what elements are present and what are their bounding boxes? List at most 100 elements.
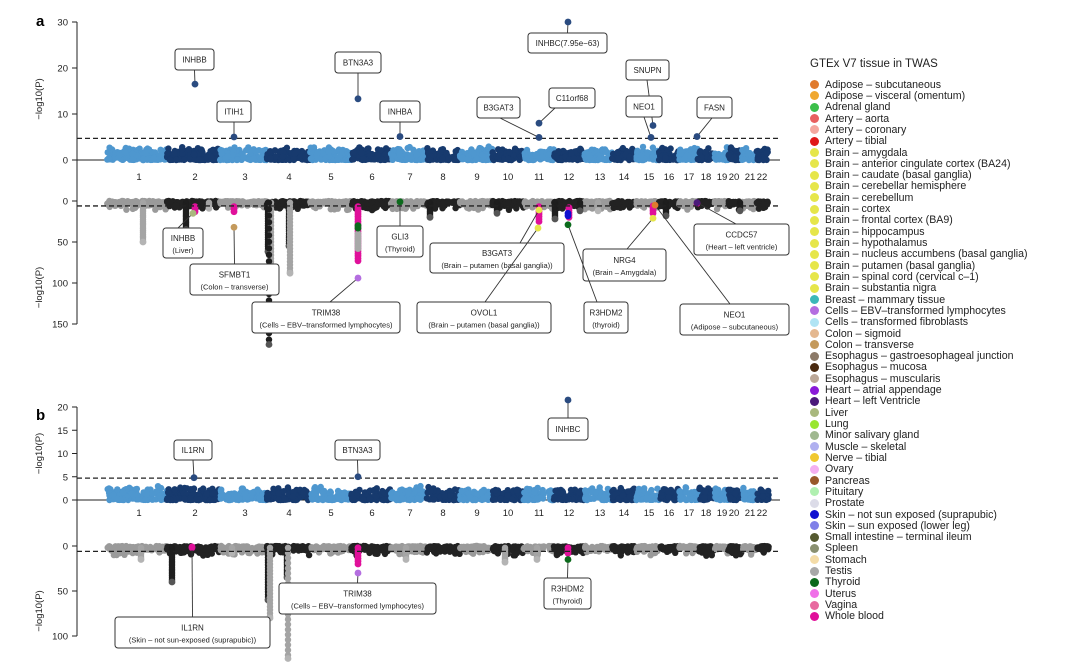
twas-point bbox=[150, 155, 158, 162]
twas-point bbox=[275, 490, 282, 497]
chromosome-label: 11 bbox=[534, 172, 544, 183]
annotated-tissue-point bbox=[396, 198, 404, 206]
tissue-point bbox=[317, 545, 324, 552]
y-axis-label: −log10(P) bbox=[34, 590, 45, 631]
twas-point bbox=[417, 156, 424, 163]
twas-point bbox=[148, 490, 156, 497]
tissue-point bbox=[265, 245, 273, 252]
y-tick-label: 10 bbox=[57, 110, 68, 121]
twas-point bbox=[391, 494, 398, 502]
twas-point bbox=[325, 153, 333, 160]
twas-point bbox=[196, 156, 203, 163]
chromosome-label: 12 bbox=[564, 508, 575, 519]
annotation-tissue-label: (Brain – putamen (basal ganglia)) bbox=[428, 321, 540, 330]
tissue-point bbox=[335, 547, 342, 554]
tissue-point bbox=[413, 198, 421, 205]
tissue-point bbox=[265, 238, 273, 245]
tissue-point bbox=[198, 198, 205, 205]
tissue-point bbox=[195, 544, 203, 551]
annotated-gene-point bbox=[649, 122, 657, 129]
y-tick-label: 10 bbox=[57, 449, 68, 460]
tissue-hit-point bbox=[354, 245, 362, 253]
tissue-point bbox=[150, 198, 158, 206]
twas-point bbox=[470, 150, 477, 158]
twas-point bbox=[314, 149, 321, 156]
twas-point bbox=[140, 155, 147, 163]
tissue-point bbox=[713, 205, 721, 213]
annotation-gene-label: B3GAT3 bbox=[482, 249, 513, 258]
twas-point bbox=[119, 489, 127, 496]
twas-point bbox=[319, 489, 327, 496]
twas-point bbox=[655, 156, 663, 164]
y-tick-label: 50 bbox=[57, 587, 68, 598]
twas-point bbox=[459, 154, 466, 162]
twas-point bbox=[378, 156, 386, 163]
chromosome-label: 7 bbox=[407, 508, 412, 519]
twas-point bbox=[180, 156, 188, 164]
twas-point bbox=[521, 152, 529, 159]
twas-point bbox=[243, 147, 250, 154]
chromosome-label: 14 bbox=[619, 508, 630, 519]
tissue-point bbox=[334, 205, 341, 212]
twas-point bbox=[694, 156, 702, 163]
twas-point bbox=[240, 154, 247, 162]
tissue-point bbox=[715, 199, 722, 206]
twas-point bbox=[480, 153, 488, 160]
twas-point bbox=[245, 156, 253, 163]
annotated-gene-point bbox=[693, 133, 701, 140]
twas-point bbox=[360, 496, 367, 504]
annotated-gene-point bbox=[535, 119, 543, 127]
tissue-point bbox=[166, 198, 174, 205]
annotation-gene-label: C11orf68 bbox=[556, 94, 589, 103]
twas-point bbox=[552, 153, 559, 160]
annotated-gene-point bbox=[191, 80, 199, 88]
tissue-point bbox=[265, 199, 273, 206]
chromosome-label: 18 bbox=[701, 508, 712, 519]
y-tick-label: 20 bbox=[57, 64, 68, 75]
twas-point bbox=[271, 147, 279, 154]
annotated-gene-point bbox=[564, 18, 572, 26]
twas-point bbox=[291, 150, 298, 157]
annotated-gene-point bbox=[396, 133, 404, 140]
annotated-tissue-point bbox=[230, 223, 238, 231]
tissue-point bbox=[493, 209, 501, 217]
twas-point bbox=[267, 155, 274, 162]
twas-point bbox=[755, 156, 763, 163]
twas-point bbox=[398, 495, 406, 502]
y-tick-label: 150 bbox=[52, 320, 68, 331]
chromosome-label: 3 bbox=[242, 508, 247, 519]
twas-point bbox=[601, 146, 609, 153]
twas-point bbox=[209, 146, 217, 153]
twas-point bbox=[257, 156, 264, 164]
chromosome-label: 14 bbox=[619, 172, 630, 183]
tissue-point bbox=[265, 232, 273, 239]
twas-point bbox=[164, 150, 171, 157]
annotation-gene-label: NEO1 bbox=[724, 311, 746, 320]
chromosome-label: 12 bbox=[564, 172, 575, 183]
twas-point bbox=[412, 486, 419, 494]
y-tick-label: 100 bbox=[52, 279, 68, 290]
annotation-tissue-label: (Heart – left ventricle) bbox=[706, 243, 778, 252]
twas-point bbox=[165, 145, 172, 152]
twas-point bbox=[104, 149, 111, 156]
annotated-tissue-point bbox=[189, 209, 197, 217]
twas-point bbox=[570, 155, 578, 162]
tissue-point bbox=[725, 198, 732, 205]
chromosome-label: 4 bbox=[286, 172, 291, 183]
y-tick-label: 0 bbox=[63, 542, 68, 553]
chromosome-label: 2 bbox=[192, 172, 197, 183]
tissue-point bbox=[265, 251, 273, 258]
chromosome-label: 21 bbox=[745, 508, 756, 519]
twas-point bbox=[489, 149, 496, 156]
tissue-point bbox=[286, 269, 294, 277]
chromosome-label: 11 bbox=[534, 508, 544, 519]
twas-point bbox=[601, 156, 609, 164]
tissue-point bbox=[275, 544, 282, 551]
annotated-gene-point bbox=[647, 134, 655, 141]
annotation-gene-label: NEO1 bbox=[633, 103, 655, 112]
tissue-point bbox=[366, 545, 374, 552]
tissue-point bbox=[441, 543, 448, 551]
tissue-point bbox=[248, 544, 256, 552]
twas-point bbox=[650, 156, 657, 163]
